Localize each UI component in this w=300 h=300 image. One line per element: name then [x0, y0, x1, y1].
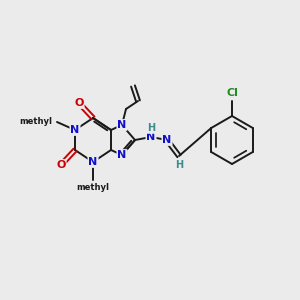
Text: methyl: methyl — [76, 184, 110, 193]
Text: methyl: methyl — [19, 116, 52, 125]
Text: O: O — [74, 98, 84, 108]
Text: N: N — [70, 125, 80, 135]
Text: H: H — [147, 123, 155, 133]
Text: Cl: Cl — [226, 88, 238, 98]
Text: N: N — [117, 120, 127, 130]
Text: O: O — [56, 160, 66, 170]
Text: N: N — [117, 150, 127, 160]
Text: H: H — [175, 160, 183, 170]
Text: N: N — [146, 132, 156, 142]
Text: N: N — [162, 135, 172, 145]
Text: N: N — [88, 157, 98, 167]
